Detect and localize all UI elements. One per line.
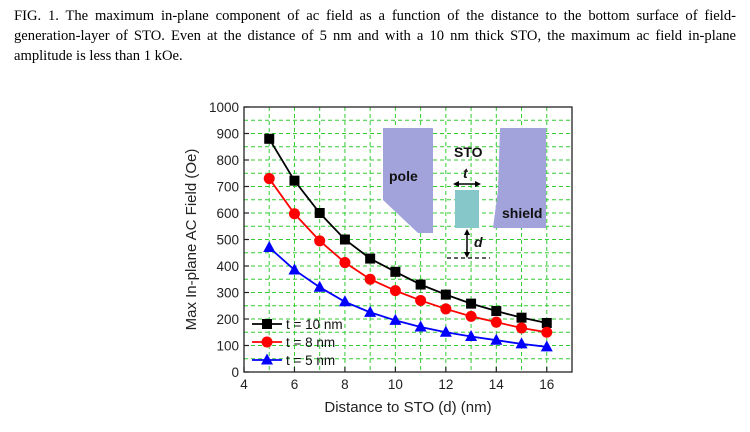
data-point <box>439 325 452 337</box>
legend-marker <box>261 353 273 365</box>
data-point <box>516 322 528 334</box>
x-tick-label: 4 <box>240 377 248 392</box>
y-tick-label: 300 <box>216 286 239 301</box>
legend-marker <box>262 319 272 329</box>
y-tick-label: 700 <box>216 180 239 195</box>
data-point <box>364 273 376 285</box>
series-line <box>268 246 547 348</box>
y-tick-label: 500 <box>216 233 239 248</box>
data-point <box>288 208 300 220</box>
data-point <box>289 175 300 186</box>
series-1 <box>264 133 552 328</box>
x-tick-label: 10 <box>388 377 403 392</box>
axis-ticks: 4 6 8 10 12 14 16 0 100 200 300 400 500 600 700 800 900 1… <box>209 100 554 392</box>
y-tick-label: 200 <box>216 312 239 327</box>
y-tick-label: 1000 <box>209 100 239 115</box>
data-point <box>440 303 452 315</box>
legend-marker <box>261 336 273 348</box>
data-point <box>490 316 502 328</box>
data-point <box>540 340 553 352</box>
data-point <box>490 333 503 345</box>
x-tick-label: 6 <box>291 377 299 392</box>
x-tick-label: 8 <box>341 377 349 392</box>
data-point <box>541 326 553 338</box>
legend-label: t = 10 nm <box>286 317 343 332</box>
data-point <box>541 317 552 328</box>
t-arrowhead-right <box>475 181 481 187</box>
data-point <box>263 240 276 252</box>
legend-entry: t = 8 nm <box>252 335 335 350</box>
data-point <box>339 234 350 245</box>
data-point <box>288 263 301 275</box>
data-point <box>465 310 477 322</box>
legend-entry: t = 5 nm <box>252 353 335 368</box>
x-tick-label: 14 <box>489 377 505 392</box>
data-point <box>338 295 351 307</box>
figure-caption: FIG. 1. The maximum in-plane component o… <box>14 8 736 64</box>
sto-label: STO <box>454 144 483 160</box>
data-point <box>364 305 377 317</box>
x-tick-label: 16 <box>539 377 554 392</box>
series-3 <box>263 240 553 352</box>
d-arrowhead-top <box>464 229 470 235</box>
series-2 <box>263 173 553 338</box>
data-point <box>263 173 275 185</box>
data-point <box>314 235 326 247</box>
pole-label: pole <box>389 168 418 184</box>
shield-shape <box>493 128 546 228</box>
sto-block <box>455 190 479 228</box>
data-point <box>365 253 376 264</box>
data-point <box>466 298 477 309</box>
x-axis-label: Distance to STO (d) (nm) <box>324 399 491 416</box>
d-arrowhead-bottom <box>464 252 470 258</box>
data-point <box>264 133 275 144</box>
y-tick-label: 800 <box>216 153 239 168</box>
y-tick-label: 100 <box>216 339 239 354</box>
y-tick-label: 600 <box>216 206 239 221</box>
legend-entry: t = 10 nm <box>252 317 343 332</box>
data-point <box>389 285 401 297</box>
t-arrowhead-left <box>453 181 459 187</box>
y-tick-label: 400 <box>216 259 239 274</box>
y-axis-label: Max In-plane AC Field (Oe) <box>183 149 200 331</box>
data-point <box>415 279 426 290</box>
data-point <box>339 257 351 269</box>
inset-diagram: pole STO shield t d <box>383 128 546 259</box>
data-point <box>515 337 528 349</box>
x-tick-label: 12 <box>438 377 453 392</box>
shield-label: shield <box>502 205 542 221</box>
data-point <box>414 320 427 332</box>
t-label: t <box>463 165 469 181</box>
data-point <box>389 313 402 325</box>
data-point <box>415 294 427 306</box>
data-point <box>440 289 451 300</box>
data-point <box>465 329 478 341</box>
pole-shape <box>383 128 433 233</box>
data-point <box>390 266 401 277</box>
d-label: d <box>474 234 483 250</box>
data-point <box>516 312 527 323</box>
y-tick-label: 0 <box>231 365 239 380</box>
legend-label: t = 5 nm <box>286 353 335 368</box>
data-point <box>313 280 326 292</box>
legend: t = 10 nm t = 8 nm t = 5 nm <box>252 317 343 368</box>
data-point <box>314 208 325 218</box>
legend-label: t = 8 nm <box>286 335 335 350</box>
y-tick-label: 900 <box>216 127 239 142</box>
series-layer <box>263 133 553 352</box>
data-point <box>491 306 502 317</box>
